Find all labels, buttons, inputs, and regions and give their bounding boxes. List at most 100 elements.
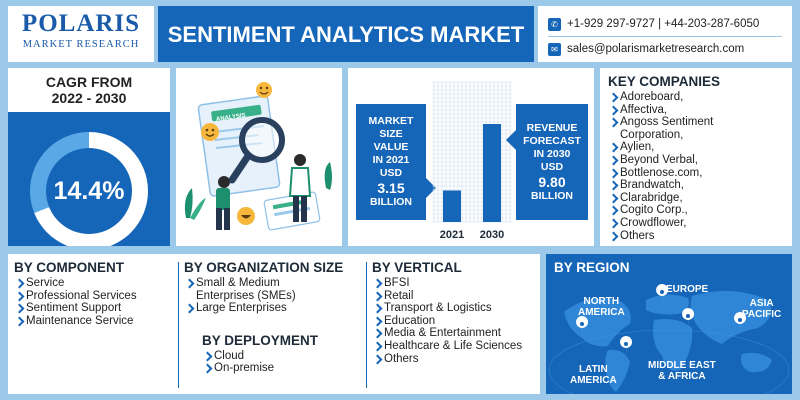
plant-icon: [184, 188, 193, 218]
bar-2030: [483, 124, 501, 222]
world-map: [548, 284, 790, 394]
market-size-panel: MARKET SIZE VALUE IN 2021 USD 3.15 BILLI…: [348, 68, 594, 246]
analysis-illustration-svg: ANALYSIS: [184, 82, 332, 231]
revenue-forecast-callout: REVENUE FORECAST IN 2030 USD 9.80 BILLIO…: [516, 104, 588, 220]
region-latin-america: LATIN AMERICA: [570, 364, 617, 386]
org-size-item: Small & Medium: [184, 277, 364, 290]
cagr-label-line2: 2022 - 2030: [51, 90, 127, 106]
forecast-text-2: FORECAST: [523, 134, 581, 147]
vertical-item: Transport & Logistics: [372, 302, 538, 315]
page-title: SENTIMENT ANALYTICS MARKET: [167, 21, 525, 47]
deployment-item: Cloud: [202, 350, 364, 363]
africa-shape: [653, 319, 693, 371]
region-north-america: NORTH AMERICA: [578, 296, 625, 318]
vertical-heading: BY VERTICAL: [372, 260, 462, 275]
region-middle-east-africa-line1: MIDDLE EAST: [648, 360, 716, 371]
phone-icon: ✆: [548, 17, 561, 31]
vertical-item: Retail: [372, 290, 538, 303]
magnifier-icon: [239, 117, 285, 163]
location-pin-icon: [576, 284, 747, 358]
cagr-panel: CAGR FROM 2022 - 2030 14.4%: [8, 68, 170, 246]
forecast-text-4: USD: [540, 160, 564, 173]
contact-email: sales@polarismarketresearch.com: [567, 43, 745, 55]
column-divider: [366, 262, 367, 388]
company-item: Crowdflower,: [608, 217, 792, 230]
company-item: Brandwatch,: [608, 179, 792, 192]
region-europe: EUROPE: [666, 284, 709, 295]
deployment-heading: BY DEPLOYMENT: [202, 332, 319, 348]
region-north-america-line1: NORTH: [583, 296, 620, 307]
org-size-item-continued: Enterprises (SMEs): [196, 289, 296, 302]
vertical-item: Others: [372, 353, 538, 366]
component-item: Maintenance Service: [14, 315, 174, 328]
region-north-america-line2: AMERICA: [578, 307, 625, 318]
cagr-value: 14.4%: [46, 148, 132, 234]
company-item: Affectiva,: [608, 104, 792, 117]
company-item: Others: [608, 230, 792, 243]
market-size-text-4: IN 2021: [372, 154, 410, 166]
region-latin-america-line2: AMERICA: [570, 375, 617, 386]
column-divider: [178, 262, 179, 388]
company-item: Bottlenose.com,: [608, 167, 792, 180]
region-middle-east-africa-line2: & AFRICA: [658, 371, 706, 382]
report-card-header: [211, 104, 262, 122]
key-companies-heading: KEY COMPANIES: [608, 74, 721, 89]
oceania-shape: [741, 352, 772, 373]
key-companies-list: Adoreboard, Affectiva, Angoss Sentiment …: [608, 91, 792, 242]
vertical-item: BFSI: [372, 277, 538, 290]
market-size-value: 3.15: [377, 180, 405, 196]
forecast-value: 9.80: [538, 173, 566, 190]
mail-icon: ✉: [548, 42, 561, 56]
region-latin-america-line1: LATIN: [578, 364, 608, 375]
company-item: Adoreboard,: [608, 91, 792, 104]
company-item: Aylien,: [608, 141, 792, 154]
vertical-column: BY VERTICAL BFSI Retail Transport & Logi…: [372, 260, 538, 365]
latin-america-shape: [605, 349, 630, 392]
org-size-item: Large Enterprises: [184, 302, 364, 315]
market-size-text-3: VALUE: [373, 141, 409, 153]
market-size-text-1: MARKET: [368, 115, 414, 127]
component-column: BY COMPONENT Service Professional Servic…: [14, 260, 174, 327]
happy-emoji-icon: [256, 82, 272, 98]
component-item: Service: [14, 277, 174, 290]
logo-name: POLARIS: [21, 10, 141, 37]
company-item: Cogito Corp.,: [608, 204, 792, 217]
report-card-label: ANALYSIS: [216, 113, 246, 123]
deployment-item: On-premise: [202, 362, 364, 375]
woman-figure: [294, 154, 306, 166]
asia-shape: [690, 290, 772, 344]
company-item: Angoss Sentiment: [608, 116, 792, 129]
vertical-item: Healthcare & Life Sciences: [372, 340, 538, 353]
company-item-continued: Corporation,: [620, 128, 684, 141]
contact-box: ✆ +1-929 297-9727 | +44-203-287-6050 ✉ s…: [538, 6, 792, 62]
logo-tagline: MARKET RESEARCH: [22, 39, 140, 50]
org-size-heading: BY ORGANIZATION SIZE: [184, 260, 344, 275]
x-tick-label: 2030: [480, 229, 504, 241]
vertical-item: Media & Entertainment: [372, 327, 538, 340]
contact-divider: [548, 36, 782, 37]
key-companies-panel: KEY COMPANIES Adoreboard, Affectiva, Ang…: [600, 68, 792, 246]
region-panel: BY REGION NORTH AMERICA EUROPE ASIA PACI…: [546, 254, 792, 394]
region-asia-pacific-line2: PACIFIC: [742, 309, 782, 320]
europe-shape: [646, 294, 689, 315]
forecast-text-3: IN 2030: [533, 147, 571, 160]
contact-phone: +1-929 297-9727 | +44-203-287-6050: [567, 18, 760, 30]
logo: POLARIS MARKET RESEARCH: [8, 6, 154, 62]
forecast-unit: BILLION: [531, 189, 573, 202]
region-asia-pacific-line1: ASIA: [749, 298, 774, 309]
region-heading: BY REGION: [554, 260, 630, 275]
x-tick-label: 2021: [440, 229, 464, 241]
component-heading: BY COMPONENT: [14, 260, 125, 275]
bar-2021: [443, 190, 461, 222]
vertical-item: Education: [372, 315, 538, 328]
org-size-column: BY ORGANIZATION SIZE Small & Medium Ente…: [184, 260, 364, 375]
cagr-label-line1: CAGR FROM: [45, 74, 133, 90]
man-figure: [218, 176, 230, 188]
region-middle-east-africa: MIDDLE EAST & AFRICA: [648, 360, 716, 382]
market-size-callout: MARKET SIZE VALUE IN 2021 USD 3.15 BILLI…: [356, 104, 426, 220]
market-size-unit: BILLION: [370, 196, 412, 208]
revenue-bar-chart: 2021 2030: [432, 81, 512, 241]
segments-panel: BY COMPONENT Service Professional Servic…: [8, 254, 540, 394]
market-size-text-5: USD: [379, 167, 403, 179]
arrow-left-icon: [506, 130, 516, 150]
